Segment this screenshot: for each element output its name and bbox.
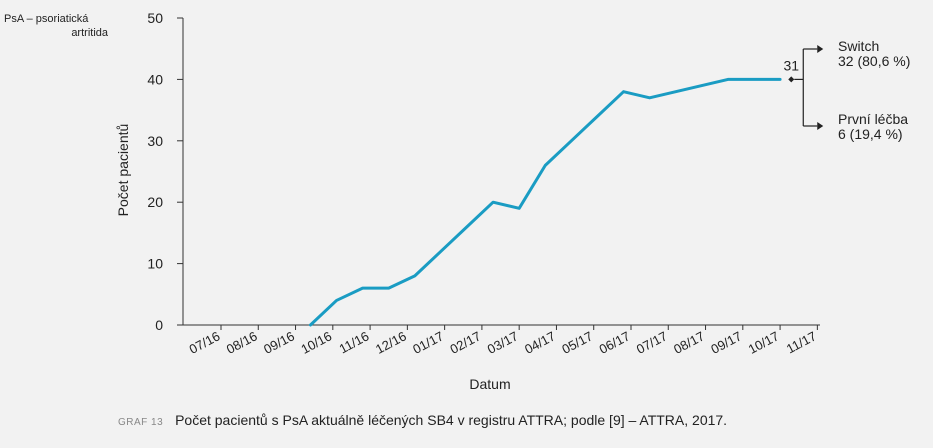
y-tick-label: 0 xyxy=(155,317,163,333)
x-tick-label: 12/16 xyxy=(373,328,409,357)
side-label-line2: artritida xyxy=(71,27,108,39)
figure-caption: GRAF 13 Počet pacientů s PsA aktuálně lé… xyxy=(118,412,727,428)
x-tick-label: 09/17 xyxy=(708,328,744,357)
x-tick-label: 11/17 xyxy=(784,328,819,356)
series-line-0 xyxy=(308,77,782,327)
x-tick-label: 08/17 xyxy=(671,328,707,357)
series-layer xyxy=(308,77,782,327)
x-tick-labels: 07/16 08/16 09/16 10/16 11/16 12/16 01/17 02/17… xyxy=(187,325,819,357)
y-tick-label: 10 xyxy=(147,256,163,272)
x-tick-label: 10/17 xyxy=(746,328,782,357)
end-value-label: 31 xyxy=(783,57,799,73)
x-tick-label: 03/17 xyxy=(485,328,521,357)
x-tick-label: 11/16 xyxy=(337,328,372,356)
caption-text: Počet pacientů s PsA aktuálně léčených S… xyxy=(175,412,728,428)
y-tick-labels: 0 10 20 30 40 50 xyxy=(147,10,183,333)
end-point-marker xyxy=(788,76,795,83)
x-tick-label: 02/17 xyxy=(448,328,484,357)
side-label: PsA – psoriatická artritida xyxy=(4,12,114,40)
y-tick-label: 40 xyxy=(147,71,163,87)
annotation-first-value: 6 (19,4 %) xyxy=(838,126,903,142)
x-tick-label: 08/16 xyxy=(224,328,260,357)
x-tick-label: 04/17 xyxy=(522,328,558,357)
x-tick-label: 10/16 xyxy=(298,328,334,357)
line-chart: 0 10 20 30 40 50 07/16 08/16 09/16 10/16 11/16 12/… xyxy=(115,10,910,392)
x-tick-label: 01/17 xyxy=(410,328,446,357)
arrowhead-bottom xyxy=(817,122,824,130)
caption-tag: GRAF 13 xyxy=(118,417,164,428)
y-tick-label: 30 xyxy=(147,133,163,149)
x-tick-label: 05/17 xyxy=(559,328,595,357)
annotation-switch-title: Switch xyxy=(838,38,879,54)
arrowhead-top xyxy=(817,45,824,53)
x-tick-label: 09/16 xyxy=(261,328,297,357)
x-tick-label: 07/16 xyxy=(187,328,223,357)
y-tick-label: 20 xyxy=(147,194,163,210)
chart-axes xyxy=(182,18,820,326)
side-label-line1: PsA – psoriatická xyxy=(4,13,89,25)
y-tick-label: 50 xyxy=(147,10,163,26)
annotation-switch-value: 32 (80,6 %) xyxy=(838,53,910,69)
annotation-first-title: První léčba xyxy=(838,111,908,127)
x-tick-label: 06/17 xyxy=(597,328,633,357)
x-axis-label: Datum xyxy=(469,376,510,392)
x-tick-label: 07/17 xyxy=(634,328,670,357)
y-axis-label: Počet pacientů xyxy=(115,124,131,217)
